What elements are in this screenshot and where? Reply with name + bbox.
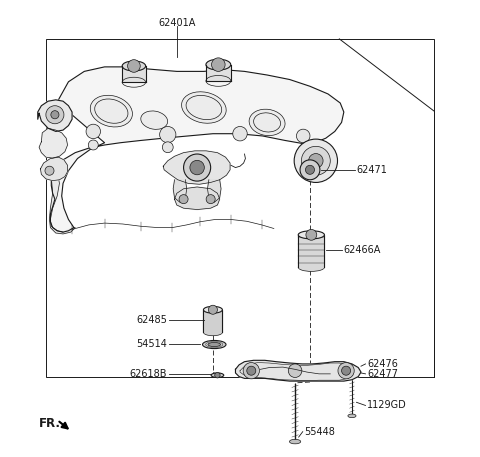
Circle shape bbox=[309, 154, 323, 168]
Circle shape bbox=[160, 127, 176, 143]
Text: 1129GD: 1129GD bbox=[367, 400, 407, 410]
Ellipse shape bbox=[181, 92, 226, 123]
Ellipse shape bbox=[298, 231, 324, 239]
Ellipse shape bbox=[122, 61, 145, 71]
Polygon shape bbox=[204, 310, 222, 332]
Circle shape bbox=[338, 362, 354, 379]
Text: 62618B: 62618B bbox=[130, 369, 167, 379]
Text: 55448: 55448 bbox=[304, 427, 336, 436]
Text: 62485: 62485 bbox=[136, 315, 167, 324]
Circle shape bbox=[206, 195, 215, 204]
Polygon shape bbox=[298, 235, 324, 267]
Text: 62476: 62476 bbox=[367, 359, 398, 369]
Circle shape bbox=[212, 58, 225, 71]
Circle shape bbox=[247, 366, 256, 375]
Circle shape bbox=[128, 60, 140, 72]
Circle shape bbox=[51, 111, 59, 119]
Ellipse shape bbox=[204, 306, 222, 313]
Polygon shape bbox=[163, 151, 230, 184]
Polygon shape bbox=[207, 180, 221, 202]
FancyBboxPatch shape bbox=[122, 65, 145, 82]
Ellipse shape bbox=[211, 373, 224, 377]
Circle shape bbox=[46, 106, 64, 124]
Bar bbox=[46, 39, 434, 377]
Circle shape bbox=[86, 124, 100, 138]
Text: 62477: 62477 bbox=[367, 369, 398, 379]
Polygon shape bbox=[40, 157, 68, 181]
Circle shape bbox=[297, 129, 310, 143]
Ellipse shape bbox=[249, 109, 285, 136]
Circle shape bbox=[303, 143, 321, 161]
Circle shape bbox=[190, 160, 204, 175]
Ellipse shape bbox=[289, 439, 300, 444]
Circle shape bbox=[88, 140, 98, 150]
Ellipse shape bbox=[348, 414, 356, 418]
Circle shape bbox=[45, 166, 54, 175]
Polygon shape bbox=[39, 128, 68, 158]
Circle shape bbox=[305, 165, 314, 174]
Circle shape bbox=[288, 364, 302, 377]
Polygon shape bbox=[175, 187, 220, 210]
Ellipse shape bbox=[90, 96, 132, 127]
Ellipse shape bbox=[208, 342, 221, 346]
Ellipse shape bbox=[204, 329, 222, 336]
Circle shape bbox=[233, 127, 247, 141]
Ellipse shape bbox=[203, 340, 226, 349]
Circle shape bbox=[306, 229, 317, 240]
Text: FR.: FR. bbox=[39, 417, 61, 430]
Polygon shape bbox=[50, 67, 344, 232]
Circle shape bbox=[342, 366, 350, 375]
Ellipse shape bbox=[298, 263, 324, 271]
Ellipse shape bbox=[141, 111, 168, 129]
Polygon shape bbox=[38, 100, 72, 132]
Text: 62466A: 62466A bbox=[344, 245, 381, 255]
Ellipse shape bbox=[206, 59, 231, 70]
Circle shape bbox=[162, 142, 173, 153]
Circle shape bbox=[300, 160, 320, 180]
Polygon shape bbox=[49, 160, 75, 234]
Circle shape bbox=[243, 362, 259, 379]
Text: 54514: 54514 bbox=[136, 339, 167, 349]
Circle shape bbox=[215, 372, 220, 378]
Circle shape bbox=[294, 139, 337, 182]
Circle shape bbox=[301, 146, 330, 175]
Polygon shape bbox=[236, 360, 361, 381]
FancyBboxPatch shape bbox=[206, 63, 231, 81]
Text: 62471: 62471 bbox=[357, 165, 387, 175]
Circle shape bbox=[179, 195, 188, 204]
Circle shape bbox=[208, 305, 217, 314]
Circle shape bbox=[183, 154, 211, 181]
Text: 62401A: 62401A bbox=[158, 18, 195, 28]
Polygon shape bbox=[173, 180, 187, 202]
